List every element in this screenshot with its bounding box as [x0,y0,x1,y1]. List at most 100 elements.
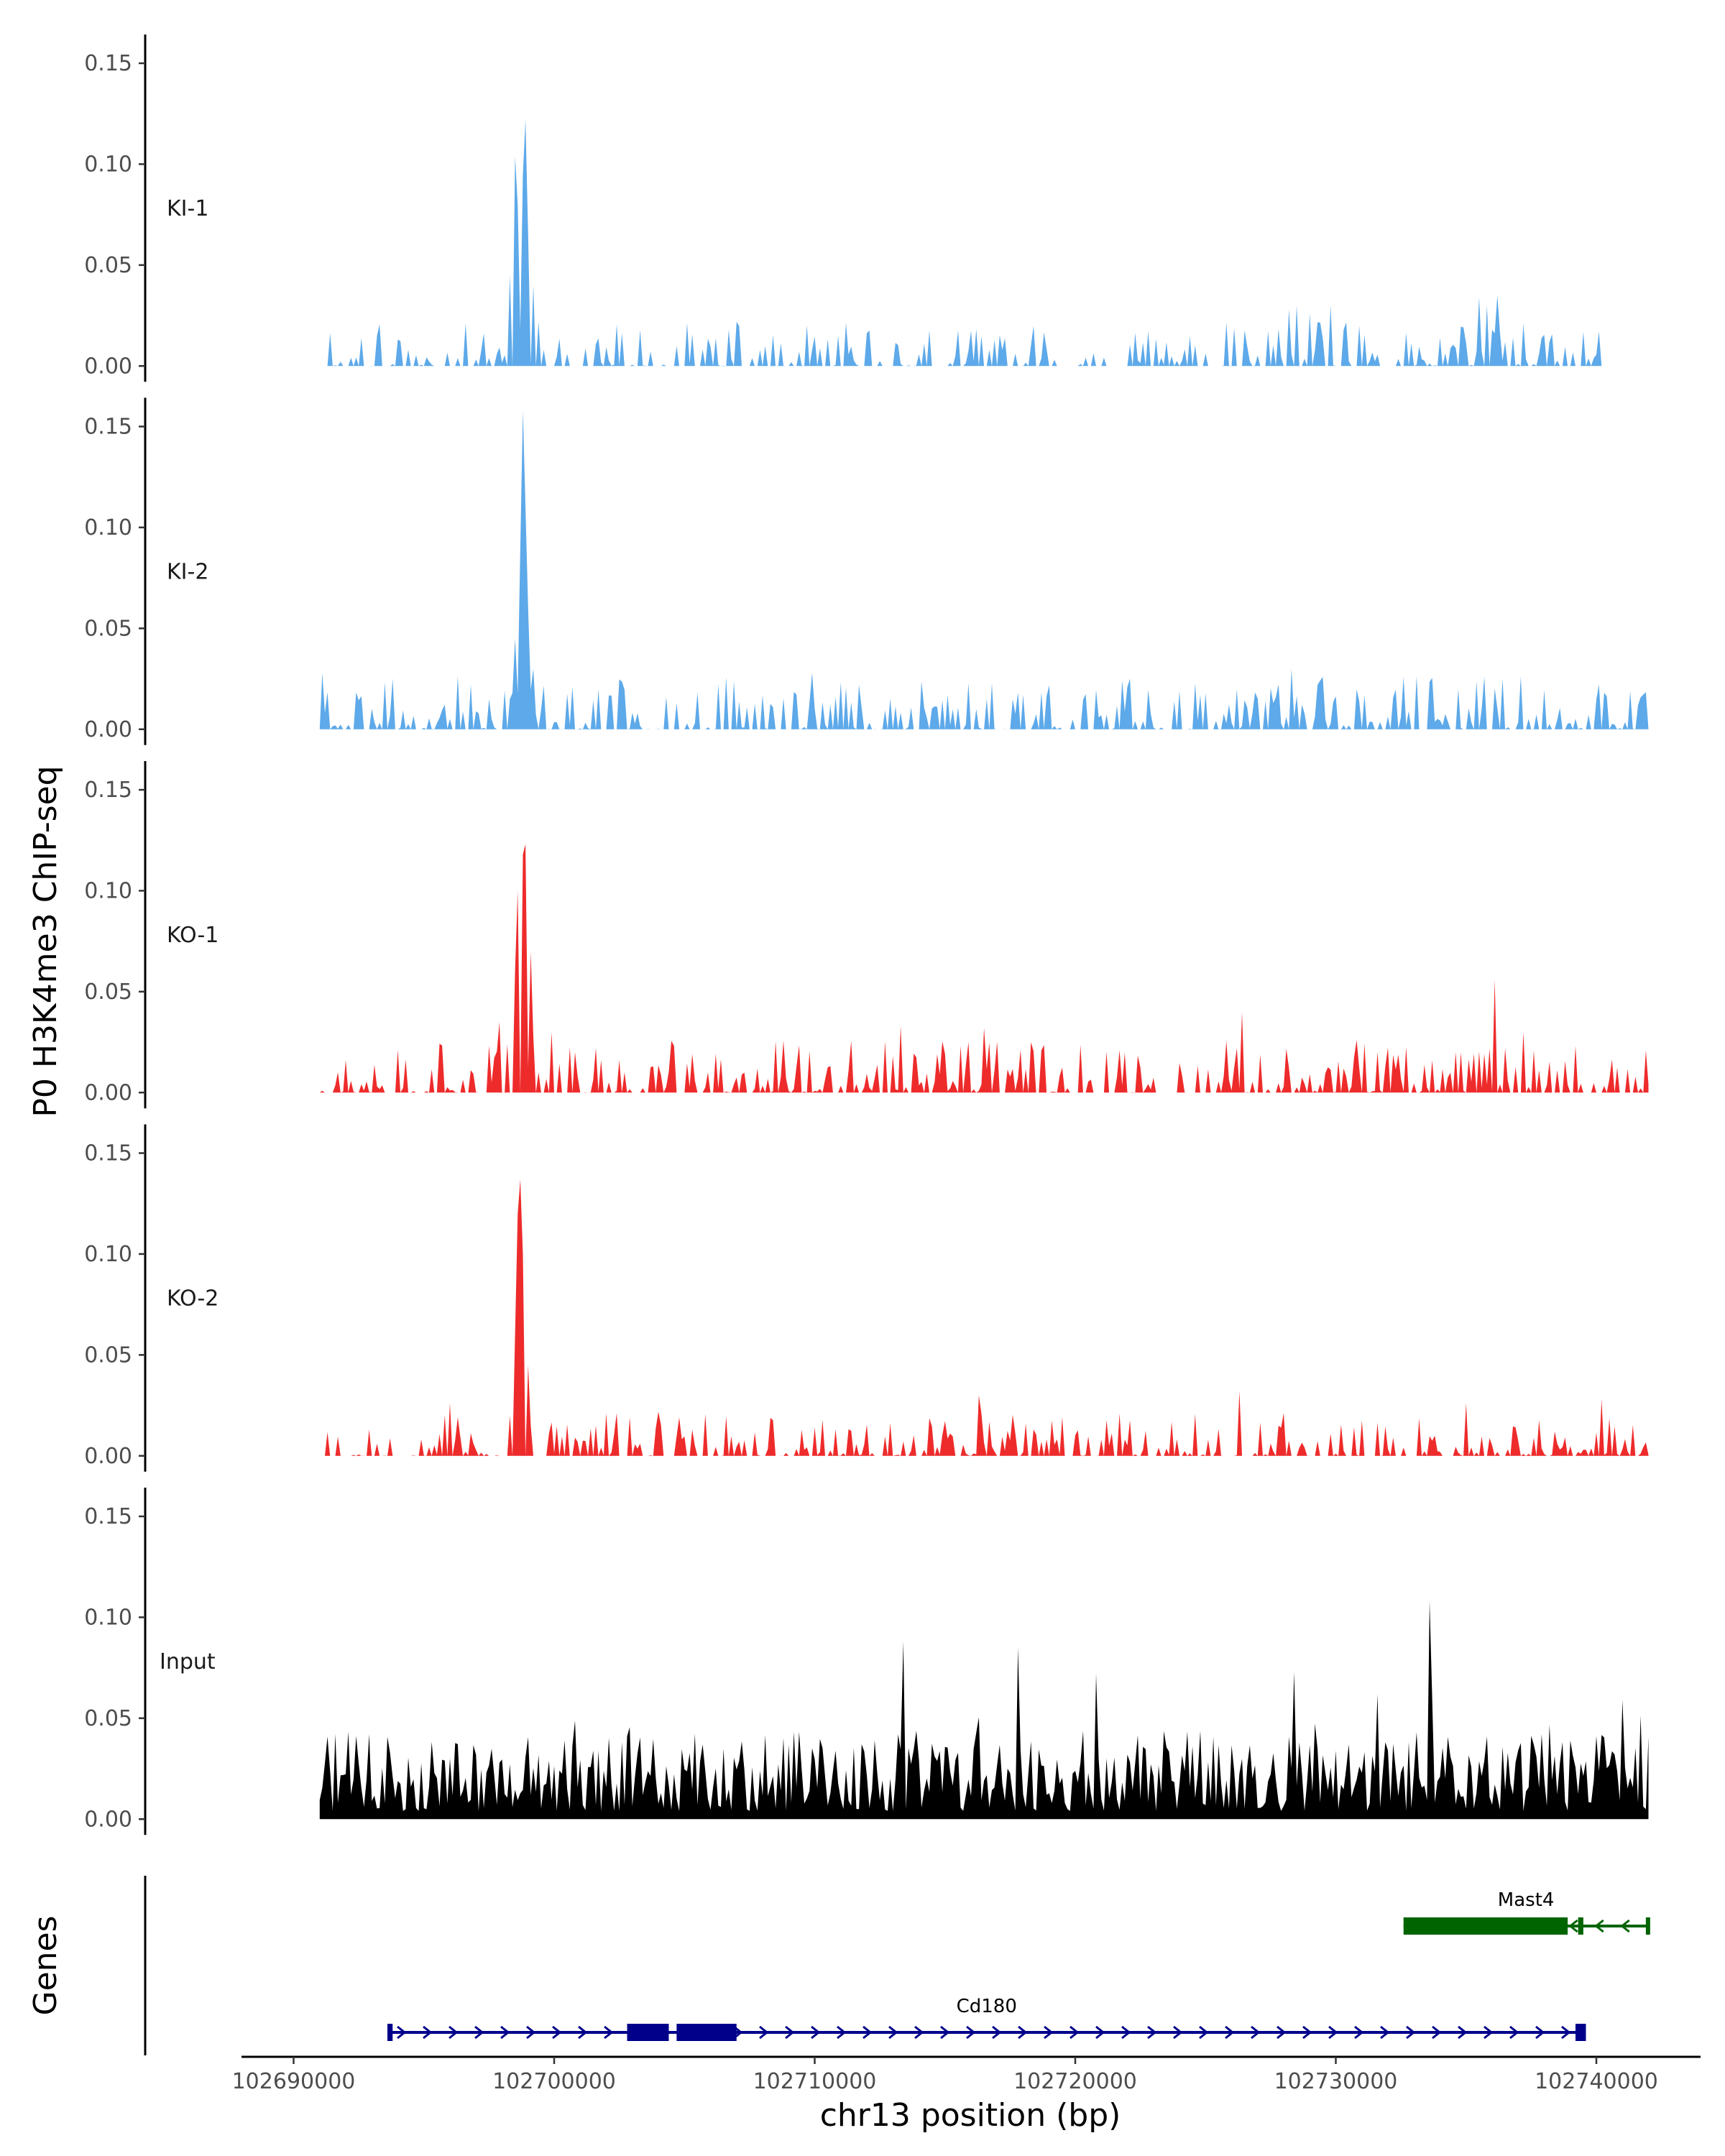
y-tick-label: 0.10 [84,1605,132,1630]
strand-arrow [1484,2025,1494,2040]
gene-cd180: Cd180 [387,1996,1586,2041]
y-tick-label: 0.10 [84,878,132,903]
x-tick-label: 102720000 [1013,2069,1137,2094]
strand-arrow [578,2025,588,2040]
gene-exon [1403,1917,1568,1935]
y-tick-label: 0.15 [84,778,132,803]
y-tick-label: 0.15 [84,415,132,440]
strand-arrow [423,2025,433,2040]
track-label: KO-1 [167,923,218,948]
signal-area-input [319,1600,1649,1820]
strand-arrow [914,2025,924,2040]
track-label: Input [160,1649,216,1674]
y-tick-label: 0.05 [84,616,132,641]
y-tick-label: 0.15 [84,1504,132,1529]
x-tick-label: 102730000 [1274,2069,1398,2094]
strand-arrow [1535,2025,1545,2040]
strand-arrow [940,2025,950,2040]
strand-arrow [1121,2025,1131,2040]
strand-arrow [811,2025,821,2040]
y-tick-label: 0.00 [84,717,132,742]
strand-arrow [1561,2025,1571,2040]
y-tick-label: 0.00 [84,1444,132,1469]
x-tick-label: 102700000 [492,2069,616,2094]
y-tick-label: 0.15 [84,1141,132,1166]
strand-arrow [526,2025,536,2040]
strand-arrow [1225,2025,1235,2040]
signal-area-ko-1 [319,844,1649,1093]
strand-arrow [1173,2025,1183,2040]
x-axis: 102690000 102700000 102710000 102720000 1027… [232,2055,1701,2094]
strand-arrow [397,2025,407,2040]
y-axis-title: P0 H3K4me3 ChIP-seq [27,765,64,1117]
strand-arrow [1594,1919,1604,1933]
gene-exon [1578,1917,1583,1935]
strand-arrow [966,2025,976,2040]
gene-label: Mast4 [1498,1889,1555,1911]
genes-panel: Genes Cd180 Mast4 [27,1876,1650,2055]
gene-exon [1645,1917,1650,1935]
strand-arrow [1070,2025,1080,2040]
strand-arrow [448,2025,459,2040]
strand-arrow [1199,2025,1209,2040]
strand-arrow [1509,2025,1519,2040]
strand-arrow [1620,1919,1630,1933]
strand-arrow [1568,1919,1578,1933]
strand-arrow [862,2025,873,2040]
track-ki-2: 0.00 0.05 0.10 0.15 KI-2 [84,397,1649,745]
strand-arrow [837,2025,847,2040]
strand-arrow [1251,2025,1261,2040]
strand-arrow [604,2025,614,2040]
strand-arrow [1406,2025,1416,2040]
signal-area-ki-1 [319,119,1617,367]
track-ki-1: 0.00 0.05 0.10 0.15 KI-1 [84,34,1617,382]
strand-arrow [1018,2025,1028,2040]
y-tick-label: 0.00 [84,354,132,379]
strand-arrow [552,2025,562,2040]
x-axis-title: chr13 position (bp) [820,2097,1121,2134]
strand-arrow [1432,2025,1442,2040]
track-ko-1: 0.00 0.05 0.10 0.15 KO-1 [84,761,1649,1109]
y-tick-label: 0.05 [84,253,132,278]
y-tick-label: 0.05 [84,1342,132,1368]
y-tick-label: 0.10 [84,515,132,540]
gene-exon [676,2024,737,2041]
strand-arrow [1354,2025,1364,2040]
gene-mast4: Mast4 [1403,1889,1650,1935]
y-tick-label: 0.05 [84,980,132,1005]
gene-label: Cd180 [957,1996,1017,2017]
strand-arrow [759,2025,769,2040]
signal-area-ko-2 [319,1179,1649,1456]
strand-arrow [785,2025,795,2040]
signal-tracks: 0.00 0.05 0.10 0.15 KI-1 0.00 0.05 0.10 0.15 KI-2… [84,34,1649,1835]
y-tick-label: 0.10 [84,1242,132,1267]
strand-arrow [1328,2025,1338,2040]
x-tick-label: 102690000 [232,2069,356,2094]
strand-arrow [1147,2025,1157,2040]
gene-exon [1576,2024,1586,2041]
strand-arrow [1380,2025,1390,2040]
y-tick-label: 0.10 [84,152,132,177]
y-tick-label: 0.00 [84,1807,132,1832]
y-tick-label: 0.00 [84,1080,132,1105]
strand-arrow [1302,2025,1312,2040]
strand-arrow [500,2025,510,2040]
y-tick-label: 0.15 [84,51,132,76]
track-label: KO-2 [167,1286,218,1312]
track-label: KI-1 [167,196,208,221]
gene-exon [627,2024,669,2041]
x-tick-label: 102710000 [753,2069,877,2094]
strand-arrow [1044,2025,1054,2040]
y-tick-label: 0.05 [84,1706,132,1731]
track-label: KI-2 [167,560,208,585]
track-input: 0.00 0.05 0.10 0.15 Input [84,1488,1649,1835]
track-ko-2: 0.00 0.05 0.10 0.15 KO-2 [84,1124,1649,1472]
x-tick-label: 102740000 [1535,2069,1658,2094]
strand-arrow [992,2025,1002,2040]
gene-exon [387,2024,393,2041]
strand-arrow [1458,2025,1468,2040]
strand-arrow [1095,2025,1105,2040]
strand-arrow [474,2025,484,2040]
